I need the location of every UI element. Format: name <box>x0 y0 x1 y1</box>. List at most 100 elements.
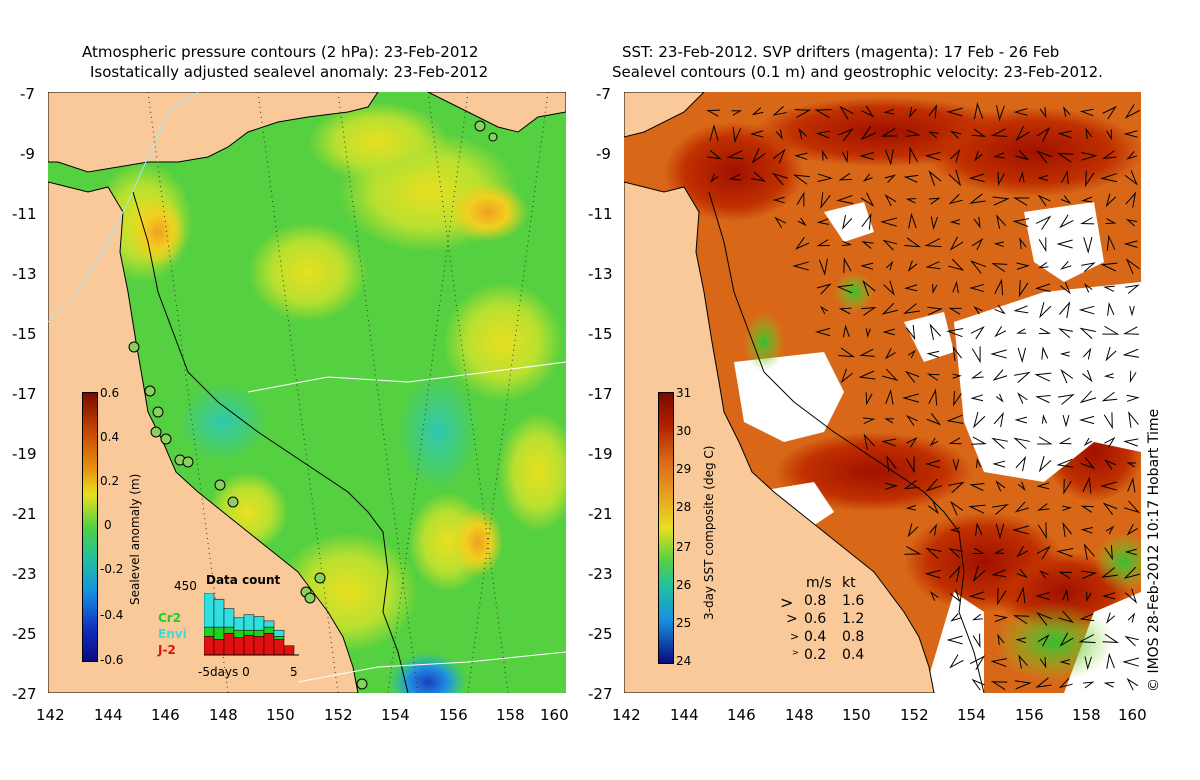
velocity-arrow <box>903 174 919 183</box>
velocity-arrow <box>772 196 785 204</box>
velocity-arrow <box>1037 194 1051 207</box>
velocity-key: m/s kt > 0.8 1.6 > 0.6 1.2 > 0.4 0.8 > 0… <box>780 575 880 665</box>
velocity-arrow <box>1056 239 1073 249</box>
velocity-arrow <box>907 349 916 359</box>
velocity-arrow <box>792 174 810 185</box>
legend-j2: J-2 <box>158 643 176 657</box>
sst-tick-24: 24 <box>676 654 692 668</box>
velocity-arrow <box>1017 392 1028 404</box>
velocity-arrow <box>1058 328 1073 339</box>
velocity-key-kt-3: 0.4 <box>842 647 865 663</box>
velocity-arrow <box>775 129 783 140</box>
left-ytick: -11 <box>12 205 37 223</box>
velocity-arrow <box>930 216 939 231</box>
velocity-arrow <box>1106 234 1116 252</box>
data-count-bar-j2 <box>223 633 235 656</box>
velocity-arrow <box>1057 130 1072 139</box>
velocity-arrow <box>1123 500 1141 514</box>
velocity-arrow <box>862 279 876 297</box>
velocity-arrow <box>928 170 942 186</box>
velocity-arrow <box>952 373 962 379</box>
velocity-arrow <box>1056 458 1074 468</box>
velocity-arrow <box>926 350 940 358</box>
left-title-line1: Atmospheric pressure contours (2 hPa): 2… <box>82 43 479 61</box>
left-xtick: 154 <box>381 706 410 724</box>
velocity-arrow <box>906 415 919 426</box>
velocity-arrow <box>993 241 1005 248</box>
velocity-arrow <box>948 481 965 493</box>
sla-colorbar-label: Sealevel anomaly (m) <box>128 473 142 605</box>
velocity-arrow <box>991 569 1007 578</box>
velocity-arrow <box>1018 171 1025 183</box>
velocity-arrow <box>816 218 829 225</box>
velocity-arrow <box>948 548 963 559</box>
velocity-arrow <box>993 548 1005 554</box>
velocity-arrow <box>1123 130 1138 138</box>
velocity-arrow <box>1037 174 1049 182</box>
velocity-arrow <box>1124 170 1138 186</box>
velocity-arrow <box>818 258 828 276</box>
left-ytick: -15 <box>12 325 37 343</box>
velocity-arrow <box>1036 545 1051 560</box>
velocity-arrow <box>972 547 985 554</box>
velocity-arrow <box>881 368 899 381</box>
left-ytick: -13 <box>12 265 37 283</box>
velocity-arrow <box>1084 656 1092 671</box>
velocity-arrow <box>1013 437 1030 450</box>
velocity-arrow <box>992 504 1009 515</box>
sst-map[interactable] <box>624 92 1141 693</box>
velocity-arrow <box>1038 327 1052 335</box>
velocity-arrow <box>1013 615 1030 625</box>
left-ytick: -27 <box>12 685 37 703</box>
velocity-arrow <box>1062 505 1073 511</box>
velocity-arrow <box>990 128 1008 138</box>
velocity-arrow <box>906 437 918 448</box>
velocity-arrow <box>1080 217 1095 225</box>
right-xtick: 146 <box>727 706 756 724</box>
velocity-arrow <box>1016 586 1026 604</box>
velocity-arrow <box>993 411 1004 428</box>
velocity-arrow <box>1016 545 1029 558</box>
velocity-arrow <box>731 110 743 116</box>
sst-tick-28: 28 <box>676 500 692 514</box>
velocity-arrow <box>815 130 831 139</box>
velocity-arrow <box>1014 371 1031 383</box>
velocity-arrow <box>774 216 787 228</box>
velocity-arrow <box>792 261 809 271</box>
velocity-arrow <box>840 368 853 384</box>
velocity-arrow <box>1038 455 1052 473</box>
velocity-arrow <box>880 128 898 137</box>
velocity-arrow <box>905 197 917 204</box>
velocity-key-ms-3: 0.2 <box>804 647 827 663</box>
velocity-arrow <box>885 388 894 405</box>
velocity-arrow <box>883 108 895 115</box>
velocity-arrow <box>928 501 939 515</box>
velocity-arrow <box>1016 328 1027 334</box>
velocity-arrow <box>1124 548 1137 556</box>
velocity-arrow <box>1129 370 1137 383</box>
velocity-arrow <box>1123 240 1138 248</box>
velocity-arrow <box>1056 547 1074 558</box>
velocity-arrow <box>1039 657 1047 669</box>
velocity-arrow <box>927 306 944 316</box>
left-xtick: 152 <box>324 706 353 724</box>
velocity-arrow <box>948 307 962 315</box>
velocity-arrow <box>1125 218 1138 227</box>
velocity-arrow-icon: > <box>780 593 794 612</box>
velocity-arrow-icon: > <box>792 648 799 657</box>
velocity-arrow <box>817 173 834 183</box>
velocity-arrow <box>909 146 919 164</box>
data-count-bar-j2 <box>204 636 215 656</box>
right-xtick: 156 <box>1015 706 1044 724</box>
sealevel-anomaly-map[interactable] <box>48 92 566 693</box>
velocity-arrow <box>1105 346 1117 362</box>
velocity-arrow <box>1037 503 1050 511</box>
velocity-arrow <box>952 459 960 472</box>
velocity-arrow <box>1036 612 1053 626</box>
velocity-arrow <box>882 328 896 336</box>
sst-colorbar-label: 3-day SST composite (deg C) <box>702 445 716 620</box>
velocity-arrow <box>969 482 985 491</box>
velocity-arrow <box>1105 612 1116 624</box>
velocity-arrow <box>1037 634 1050 647</box>
velocity-arrow <box>926 413 942 426</box>
